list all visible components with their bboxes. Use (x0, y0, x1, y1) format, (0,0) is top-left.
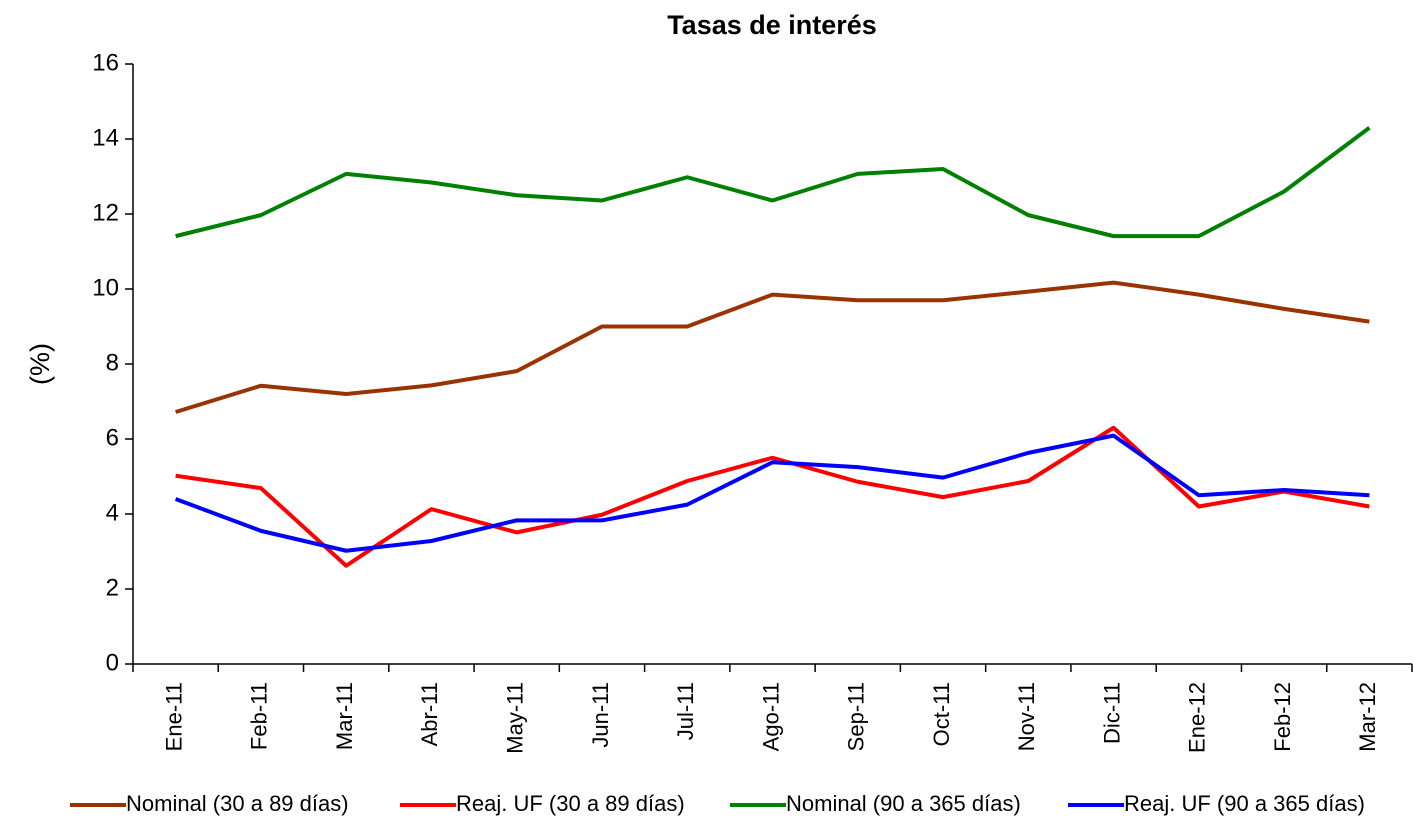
x-tick-label: Jun-11 (588, 682, 613, 748)
y-tick-label: 12 (92, 199, 119, 226)
x-tick-label: Feb-12 (1270, 682, 1295, 752)
x-tick-label: Mar-11 (332, 682, 357, 750)
legend-label: Nominal (30 a 89 días) (126, 791, 349, 816)
x-tick-label: Ene-12 (1185, 682, 1210, 753)
x-tick-label: Jul-11 (673, 682, 698, 740)
x-tick-label: Sep-11 (844, 682, 869, 751)
x-tick-label: Feb-11 (247, 682, 272, 750)
y-tick-label: 4 (106, 499, 119, 526)
y-tick-label: 2 (106, 574, 119, 601)
x-tick-label: May-11 (503, 682, 528, 754)
x-tick-label: Ene-11 (161, 682, 186, 751)
x-tick-label: Dic-11 (1099, 682, 1124, 744)
chart-title: Tasas de interés (667, 10, 877, 40)
series-line (175, 280, 1370, 414)
y-tick-label: 10 (92, 274, 119, 301)
legend-label: Reaj. UF (30 a 89 días) (456, 791, 685, 816)
legend-label: Reaj. UF (90 a 365 días) (1124, 791, 1365, 816)
x-tick-label: Abr-11 (417, 682, 442, 746)
y-axis-label: (%) (25, 343, 55, 385)
series-line (175, 425, 1370, 568)
series-line (174, 433, 1370, 553)
y-tick-label: 6 (106, 424, 119, 451)
series-line (175, 126, 1371, 239)
legend-label: Nominal (90 a 365 días) (786, 791, 1021, 816)
y-tick-label: 0 (106, 649, 119, 676)
y-tick-label: 14 (92, 124, 119, 151)
y-tick-label: 8 (106, 349, 119, 376)
x-tick-label: Mar-12 (1355, 682, 1380, 752)
x-tick-label: Ago-11 (758, 682, 783, 751)
x-tick-label: Oct-11 (929, 682, 954, 746)
y-tick-label: 16 (92, 49, 119, 76)
x-tick-label: Nov-11 (1014, 682, 1039, 751)
